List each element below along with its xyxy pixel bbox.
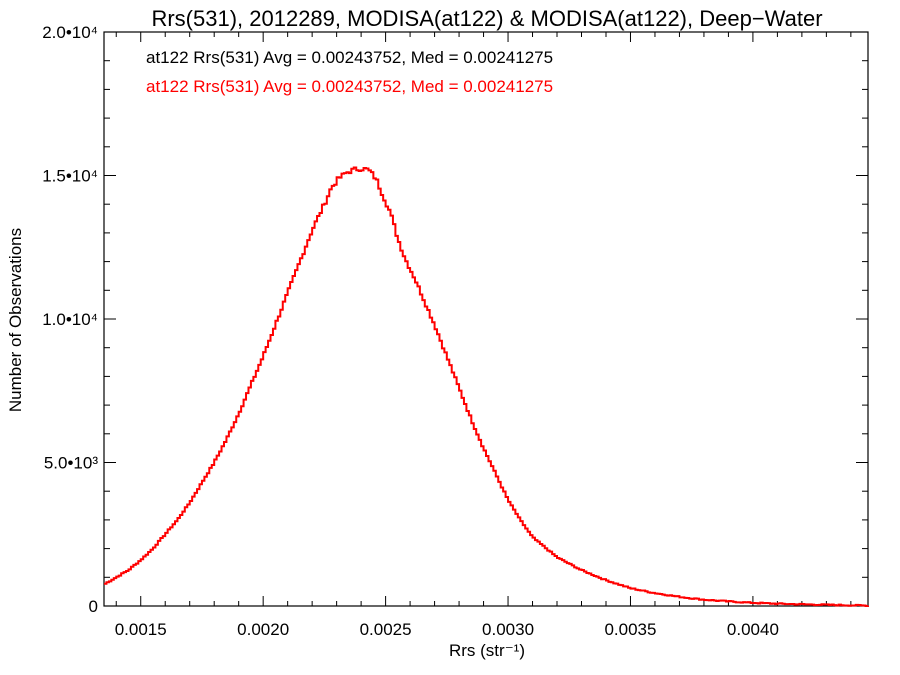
x-tick-label: 0.0015 (115, 620, 167, 639)
annotation-red: at122 Rrs(531) Avg = 0.00243752, Med = 0… (146, 77, 553, 96)
series-line-0 (104, 166, 869, 607)
series-layer (104, 166, 869, 607)
axis-ticks: 0.0015 0.0020 0.0025 0.0030 0.0035 0.0040 0 5.0… (42, 23, 868, 639)
x-tick-label: 0.0040 (727, 620, 779, 639)
y-tick-label: 1.5•10⁴ (42, 167, 98, 186)
y-tick-label: 2.0•10⁴ (42, 23, 98, 42)
y-tick-label: 1.0•10⁴ (42, 310, 98, 329)
y-tick-label: 5.0•10³ (44, 454, 98, 473)
plot-frame (103, 31, 869, 607)
y-tick-label: 0 (89, 597, 98, 616)
chart-title: Rrs(531), 2012289, MODISA(at122) & MODIS… (151, 6, 822, 31)
x-axis-label: Rrs (str⁻¹) (449, 641, 525, 660)
x-tick-label: 0.0030 (482, 620, 534, 639)
x-tick-label: 0.0035 (604, 620, 656, 639)
x-tick-label: 0.0025 (360, 620, 412, 639)
y-axis-label: Number of Observations (6, 228, 25, 412)
annotation-black: at122 Rrs(531) Avg = 0.00243752, Med = 0… (146, 48, 553, 67)
x-tick-label: 0.0020 (237, 620, 289, 639)
